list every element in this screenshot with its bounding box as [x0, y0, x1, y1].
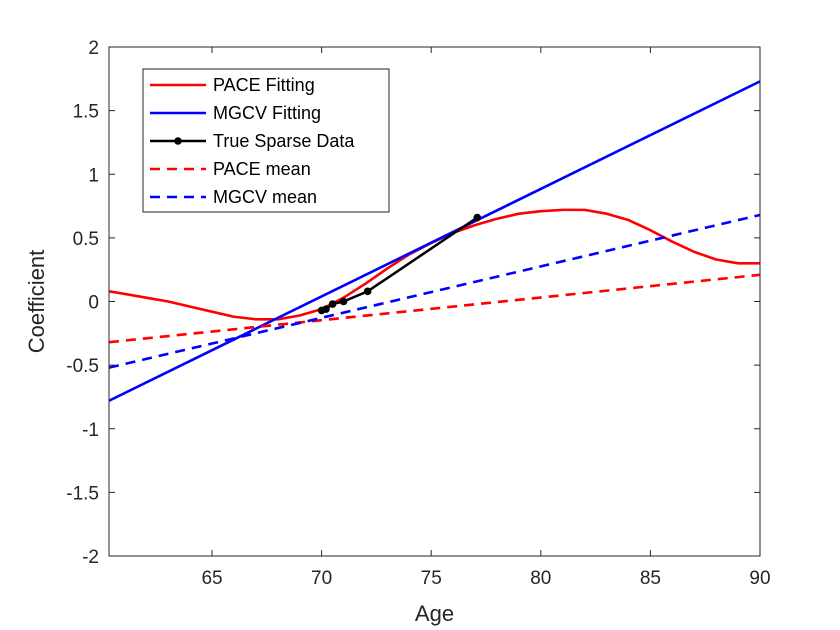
y-tick-label: 0: [88, 293, 99, 314]
series-line-pace-fitting: [108, 208, 760, 321]
series-line-pace-mean: [108, 273, 761, 344]
y-tick-label: -2: [82, 547, 99, 568]
legend-marker: [174, 137, 182, 145]
legend: PACE Fitting MGCV Fitting True Sparse Data…: [142, 68, 390, 213]
y-tick-label: 2: [88, 38, 99, 59]
data-point: [363, 287, 372, 296]
y-axis-ticks: -2 -1.5 -1 -0.5 0 0.5 1 1.5 2: [66, 38, 760, 568]
x-axis-ticks: 65 70 75 80 85 90: [201, 47, 771, 589]
y-tick-label: 1: [88, 165, 99, 186]
data-point: [339, 297, 348, 306]
y-tick-label: 1.5: [73, 102, 99, 123]
legend-label: MGCV Fitting: [213, 103, 321, 123]
x-tick-label: 75: [421, 568, 442, 589]
y-tick-label: 0.5: [73, 229, 99, 250]
x-tick-label: 80: [530, 568, 551, 589]
series-line-mgcv-fitting: [108, 80, 761, 402]
x-tick-label: 90: [749, 568, 770, 589]
x-axis-label: Age: [415, 601, 454, 626]
data-point: [322, 305, 330, 313]
y-tick-label: -1: [82, 420, 99, 441]
y-tick-label: -1.5: [66, 483, 99, 504]
y-axis-label: Coefficient: [24, 250, 49, 354]
legend-label: MGCV mean: [213, 187, 317, 207]
x-tick-label: 85: [640, 568, 661, 589]
legend-label: True Sparse Data: [213, 131, 355, 151]
legend-label: PACE mean: [213, 159, 311, 179]
chart-marks: [108, 80, 761, 402]
series-line-mgcv-mean: [108, 213, 761, 369]
x-tick-label: 70: [311, 568, 332, 589]
data-point: [328, 300, 337, 308]
legend-label: PACE Fitting: [213, 75, 315, 95]
x-tick-label: 65: [201, 568, 222, 589]
data-point: [473, 213, 482, 222]
y-tick-label: -0.5: [66, 356, 99, 377]
